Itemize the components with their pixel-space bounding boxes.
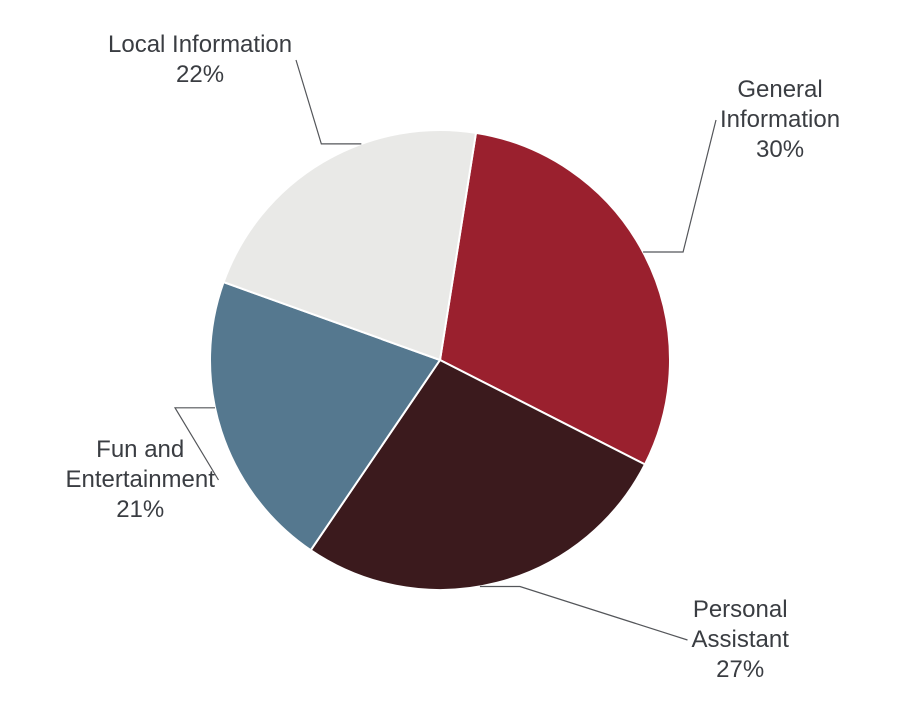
- slice-label: Fun and Entertainment 21%: [66, 435, 215, 525]
- slice-label: Personal Assistant 27%: [692, 595, 789, 685]
- slice-label: General Information 30%: [720, 75, 840, 165]
- pie-chart: General Information 30% Personal Assistan…: [0, 0, 915, 726]
- leader-line: [480, 587, 688, 640]
- leader-line: [643, 120, 716, 252]
- slice-label: Local Information 22%: [108, 30, 292, 90]
- leader-line: [296, 60, 361, 144]
